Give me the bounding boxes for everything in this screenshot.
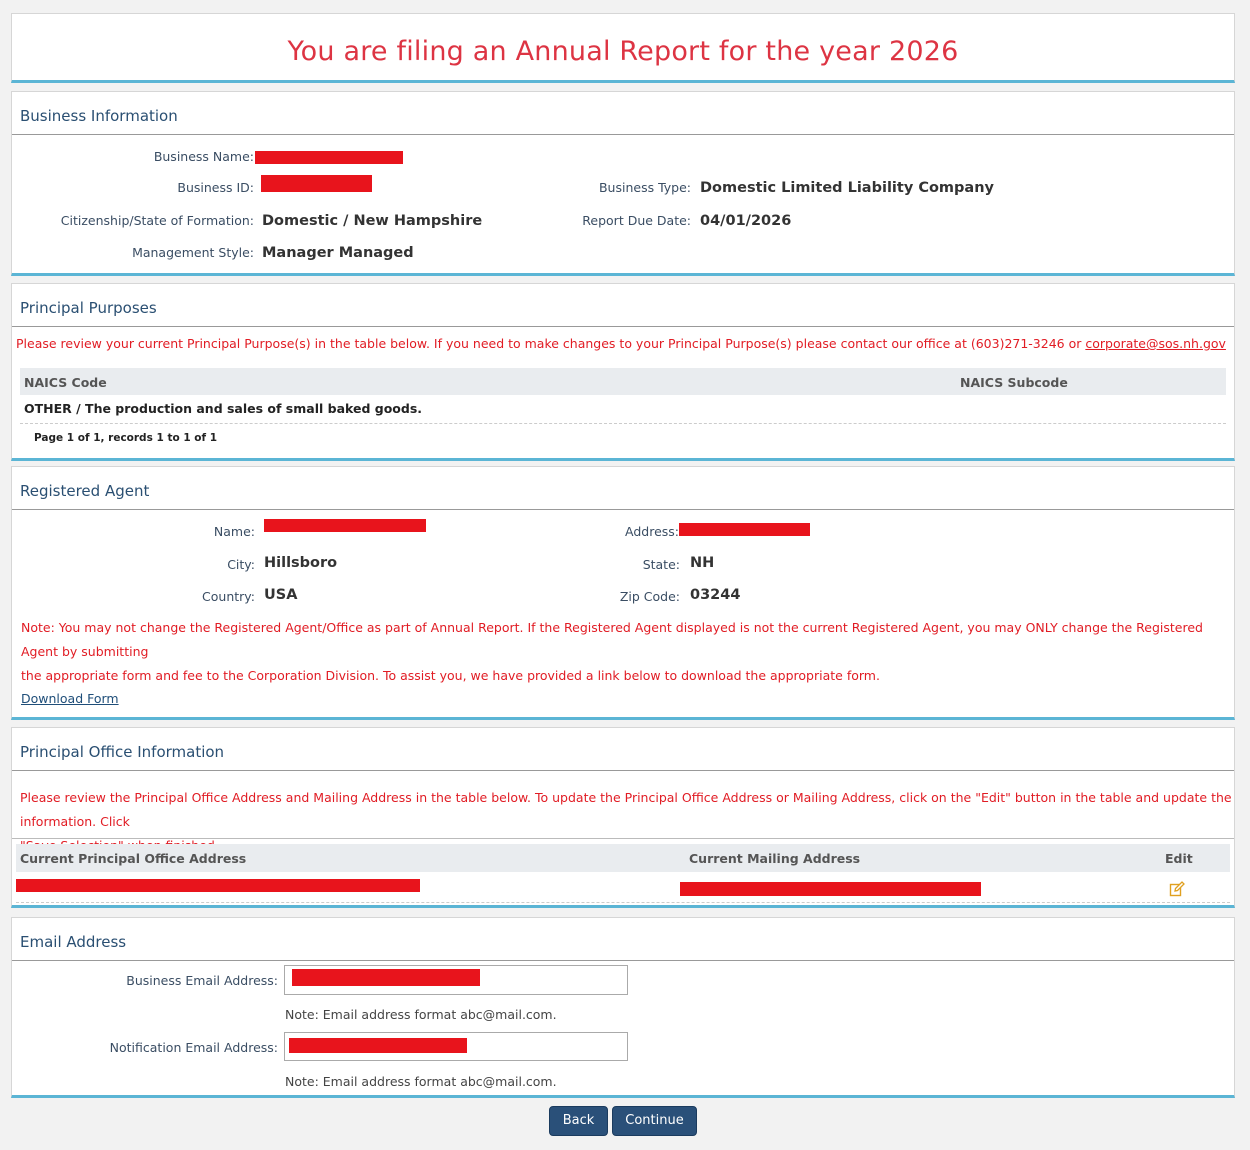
agent-country-label: Country: <box>202 589 255 604</box>
naics-code-cell: OTHER / The production and sales of smal… <box>24 401 423 416</box>
continue-button[interactable]: Continue <box>612 1106 697 1136</box>
row-divider <box>20 423 1226 424</box>
business-email-format-note: Note: Email address format abc@mail.com. <box>285 1007 557 1022</box>
citizenship-value: Domestic / New Hampshire <box>262 213 483 229</box>
business-name-label: Business Name: <box>153 149 254 164</box>
page-banner: You are filing an Annual Report for the … <box>11 13 1235 83</box>
registered-agent-note-line2: the appropriate form and fee to the Corp… <box>21 668 880 683</box>
edit-icon[interactable] <box>1169 881 1185 897</box>
page-title: You are filing an Annual Report for the … <box>287 36 959 67</box>
principal-address-redaction <box>16 879 420 892</box>
registered-agent-panel: Registered Agent Name: City: Hillsboro C… <box>11 466 1235 720</box>
business-id-label: Business ID: <box>177 180 254 195</box>
agent-country-value: USA <box>264 587 298 603</box>
report-due-date-label: Report Due Date: <box>582 213 691 228</box>
back-button[interactable]: Back <box>549 1106 608 1136</box>
registered-agent-note: Note: You may not change the Registered … <box>21 616 1231 688</box>
office-table-header: Current Principal Office Address Current… <box>16 844 1230 872</box>
business-name-redaction <box>255 151 403 164</box>
business-email-input[interactable] <box>284 965 628 995</box>
email-address-panel: Email Address Business Email Address: No… <box>11 917 1235 1098</box>
report-due-date-value: 04/01/2026 <box>700 213 792 229</box>
business-information-heading: Business Information <box>12 92 1234 135</box>
principal-office-note-line1: Please review the Principal Office Addre… <box>20 790 1232 829</box>
principal-purposes-note-text: Please review your current Principal Pur… <box>16 336 1086 351</box>
agent-address-label: Address: <box>625 524 679 539</box>
notification-email-input[interactable] <box>284 1032 628 1061</box>
naics-subcode-column-header: NAICS Subcode <box>960 375 1068 390</box>
agent-zip-label: Zip Code: <box>619 589 680 604</box>
citizenship-label: Citizenship/State of Formation: <box>60 213 254 228</box>
agent-zip-value: 03244 <box>690 587 741 603</box>
principal-office-heading: Principal Office Information <box>12 728 1234 771</box>
management-style-label: Management Style: <box>132 245 254 260</box>
registered-agent-note-line1: Note: You may not change the Registered … <box>21 620 1203 659</box>
agent-address-redaction <box>679 523 810 536</box>
notification-email-label: Notification Email Address: <box>109 1040 278 1055</box>
registered-agent-heading: Registered Agent <box>12 467 1234 510</box>
business-email-redaction <box>292 969 480 986</box>
principal-address-column-header: Current Principal Office Address <box>20 851 247 866</box>
pagination-info: Page 1 of 1, records 1 to 1 of 1 <box>34 432 218 444</box>
download-form-link[interactable]: Download Form <box>21 691 119 706</box>
agent-city-label: City: <box>227 557 255 572</box>
business-email-label: Business Email Address: <box>126 973 278 988</box>
email-address-heading: Email Address <box>12 918 1234 961</box>
table-row: OTHER / The production and sales of smal… <box>24 401 1224 416</box>
business-information-panel: Business Information Business Name: Busi… <box>11 91 1235 276</box>
agent-state-label: State: <box>642 557 680 572</box>
naics-table-header: NAICS Code NAICS Subcode <box>20 368 1226 395</box>
edit-column-header: Edit <box>1165 851 1193 866</box>
naics-code-column-header: NAICS Code <box>24 375 107 390</box>
agent-city-value: Hillsboro <box>264 555 338 571</box>
mailing-address-column-header: Current Mailing Address <box>689 851 861 866</box>
office-table-divider <box>12 838 1234 839</box>
table-row <box>16 875 1230 901</box>
principal-office-panel: Principal Office Information Please revi… <box>11 727 1235 908</box>
principal-purposes-heading: Principal Purposes <box>12 284 1234 327</box>
corporate-email-link[interactable]: corporate@sos.nh.gov <box>1085 336 1226 351</box>
business-type-label: Business Type: <box>598 180 691 195</box>
business-id-redaction <box>261 175 372 192</box>
row-divider <box>16 902 1230 903</box>
agent-name-redaction <box>264 519 426 532</box>
agent-state-value: NH <box>690 555 715 571</box>
notification-email-format-note: Note: Email address format abc@mail.com. <box>285 1074 557 1089</box>
agent-name-label: Name: <box>213 524 255 539</box>
mailing-address-redaction <box>680 882 981 896</box>
management-style-value: Manager Managed <box>262 245 414 261</box>
principal-purposes-note: Please review your current Principal Pur… <box>16 332 1231 356</box>
principal-purposes-panel: Principal Purposes Please review your cu… <box>11 283 1235 461</box>
notification-email-redaction <box>289 1038 467 1053</box>
business-type-value: Domestic Limited Liability Company <box>700 180 994 196</box>
